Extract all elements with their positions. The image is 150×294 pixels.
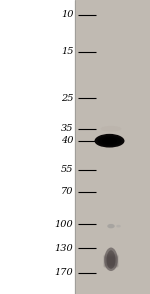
Ellipse shape: [100, 126, 122, 132]
Ellipse shape: [103, 253, 118, 258]
Ellipse shape: [94, 134, 124, 148]
Ellipse shape: [103, 255, 118, 260]
Ellipse shape: [103, 259, 118, 264]
Text: 55: 55: [61, 166, 74, 174]
Text: 10: 10: [61, 10, 74, 19]
Bar: [75, 0, 150, 294]
Ellipse shape: [103, 263, 118, 267]
Ellipse shape: [103, 261, 118, 265]
Ellipse shape: [103, 257, 118, 262]
Ellipse shape: [103, 260, 118, 265]
Ellipse shape: [103, 261, 118, 266]
Ellipse shape: [103, 262, 118, 267]
Ellipse shape: [103, 254, 118, 259]
Ellipse shape: [106, 250, 116, 269]
Ellipse shape: [103, 257, 118, 262]
Text: 130: 130: [55, 244, 74, 253]
Text: 25: 25: [61, 94, 74, 103]
Ellipse shape: [98, 136, 122, 146]
Ellipse shape: [107, 224, 115, 228]
Text: 40: 40: [61, 136, 74, 146]
Text: 170: 170: [55, 268, 74, 277]
Ellipse shape: [103, 258, 118, 263]
Text: 100: 100: [55, 220, 74, 229]
Ellipse shape: [103, 256, 118, 261]
Text: 15: 15: [61, 47, 74, 56]
Ellipse shape: [103, 260, 118, 265]
Ellipse shape: [103, 264, 118, 269]
Text: 70: 70: [61, 187, 74, 196]
Ellipse shape: [103, 255, 118, 260]
Text: 35: 35: [61, 124, 74, 133]
Ellipse shape: [103, 263, 118, 268]
Ellipse shape: [103, 258, 118, 263]
Ellipse shape: [103, 264, 118, 268]
Ellipse shape: [103, 254, 118, 259]
Ellipse shape: [116, 225, 121, 228]
Ellipse shape: [102, 138, 117, 144]
Ellipse shape: [104, 248, 118, 271]
